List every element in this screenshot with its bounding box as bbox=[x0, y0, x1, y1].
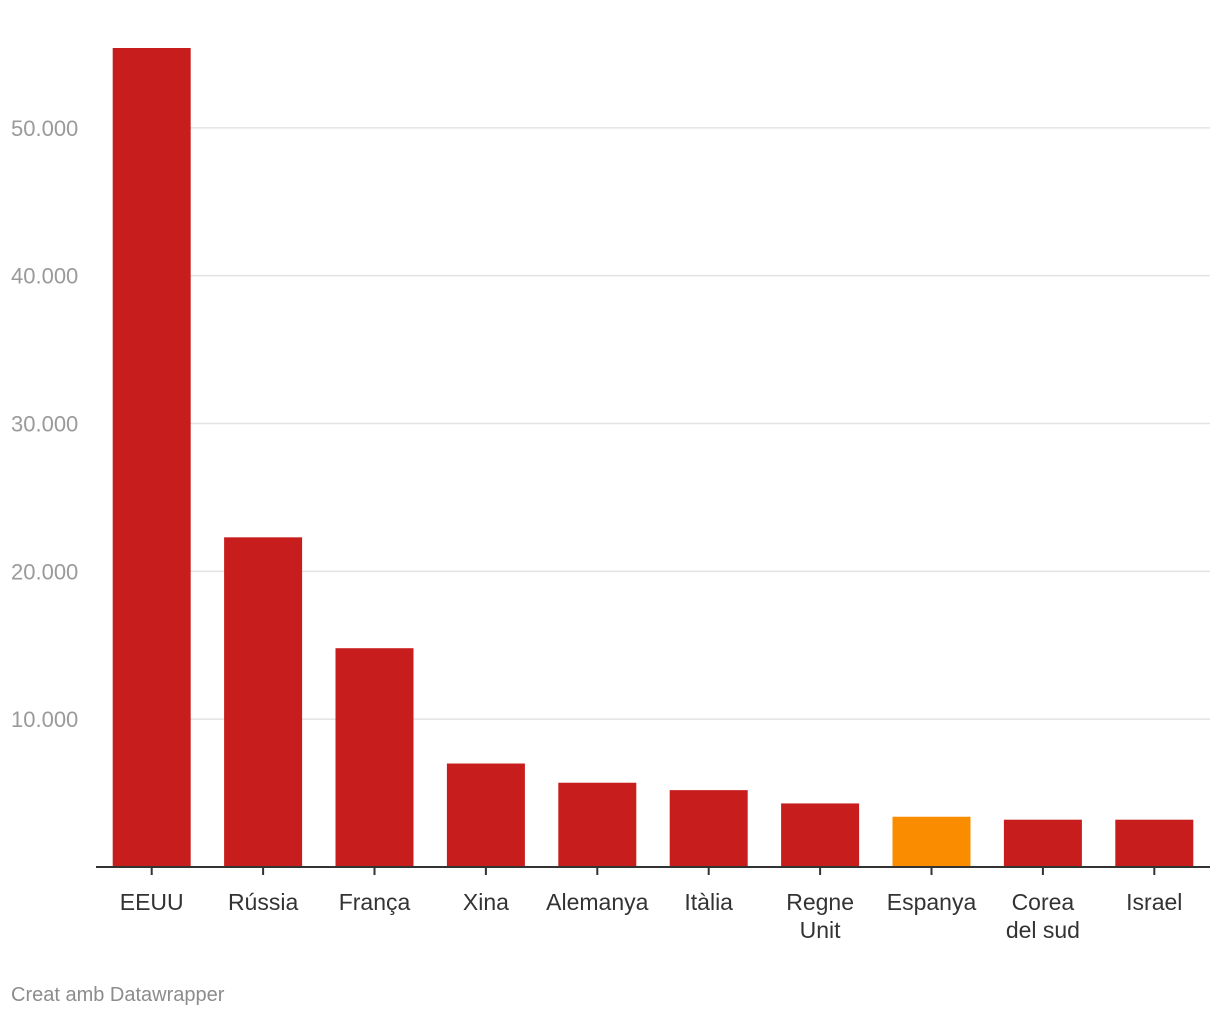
x-tick-label: Alemanya bbox=[546, 889, 648, 915]
x-tick-label: Espanya bbox=[887, 889, 977, 915]
x-tick-label: Corea del sud bbox=[1006, 889, 1080, 943]
x-axis bbox=[96, 866, 1210, 875]
x-tick-label: Xina bbox=[463, 889, 509, 915]
bar-8 bbox=[892, 816, 971, 867]
x-tick-label-line: Israel bbox=[1126, 889, 1182, 915]
gridlines bbox=[190, 127, 1210, 720]
y-tick-label: 50.000 bbox=[11, 116, 78, 141]
y-tick-label: 10.000 bbox=[11, 707, 78, 732]
x-tick-label: Rússia bbox=[228, 889, 299, 915]
bars bbox=[112, 48, 1194, 867]
x-tick-label-line: del sud bbox=[1006, 917, 1080, 943]
x-tick-label-line: França bbox=[339, 889, 411, 915]
x-tick-label-line: Rússia bbox=[228, 889, 299, 915]
bar-6 bbox=[669, 790, 748, 867]
x-tick-label-line: Xina bbox=[463, 889, 509, 915]
x-tick-label-line: Alemanya bbox=[546, 889, 648, 915]
bar-7 bbox=[781, 803, 860, 867]
x-axis-tick-labels: EEUU Rússia França Xina Alemanya Itàlia Regne U… bbox=[120, 889, 1183, 943]
y-tick-label: 40.000 bbox=[11, 264, 78, 289]
x-tick-label: EEUU bbox=[120, 889, 184, 915]
x-tick-label-line: Itàlia bbox=[684, 889, 733, 915]
x-tick-label-line: Espanya bbox=[887, 889, 977, 915]
y-tick-label: 30.000 bbox=[11, 411, 78, 436]
bar-10 bbox=[1115, 819, 1194, 867]
x-tick-label-line: Corea bbox=[1012, 889, 1075, 915]
bar-chart: 10.000 20.000 30.000 40.000 50.000 EEUU Rússi… bbox=[11, 48, 1210, 943]
credit-text: Creat amb Datawrapper bbox=[11, 984, 225, 1006]
x-tick-label-line: Unit bbox=[800, 917, 842, 943]
bar-9 bbox=[1003, 819, 1082, 867]
x-tick-label: França bbox=[339, 889, 411, 915]
bar-5 bbox=[558, 782, 637, 867]
x-tick-label: Regne Unit bbox=[786, 889, 854, 943]
bar-3 bbox=[335, 648, 414, 867]
x-tick-label: Itàlia bbox=[684, 889, 733, 915]
y-tick-label: 20.000 bbox=[11, 559, 78, 584]
bar-1 bbox=[112, 48, 191, 867]
x-tick-label-line: Regne bbox=[786, 889, 854, 915]
x-tick-label-line: EEUU bbox=[120, 889, 184, 915]
x-tick-label: Israel bbox=[1126, 889, 1182, 915]
y-axis-tick-labels: 10.000 20.000 30.000 40.000 50.000 bbox=[11, 116, 78, 732]
bar-4 bbox=[446, 763, 525, 867]
bar-2 bbox=[224, 537, 303, 867]
